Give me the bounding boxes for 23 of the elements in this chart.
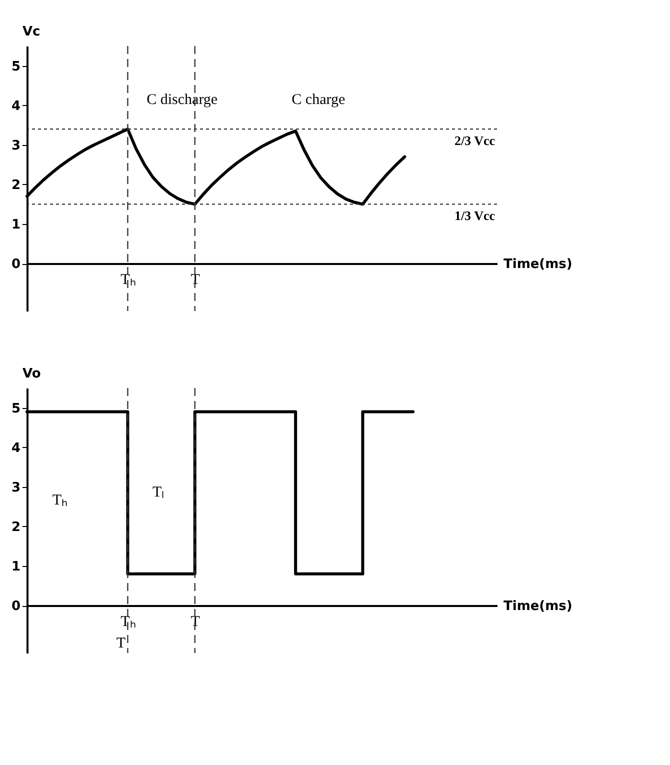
ref-line-label: 1/3 Vcc [454, 208, 496, 224]
x-axis-title: Time(ms) [504, 599, 572, 614]
annotation: C discharge [146, 92, 218, 108]
y-tick-label: 3 [11, 480, 20, 496]
y-tick-label: 0 [11, 599, 20, 614]
y-tick-label: 0 [11, 257, 20, 272]
y-axis-title: Vc [22, 24, 40, 40]
annotation: C charge [292, 92, 346, 108]
annotation: Tₗ [152, 484, 165, 500]
ref-line-label: 2/3 Vcc [454, 133, 496, 148]
annotation: Tₕ [52, 492, 68, 508]
y-tick-label: 5 [11, 401, 20, 416]
y-tick-label: 1 [11, 559, 20, 574]
y-tick-label: 3 [11, 138, 20, 154]
annotation: T [116, 635, 126, 652]
y-tick-label: 1 [11, 217, 20, 232]
y-tick-label: 4 [11, 98, 20, 114]
y-tick-label: 2 [11, 178, 20, 193]
y-axis-title: Vo [22, 366, 41, 382]
y-tick-label: 5 [11, 59, 20, 74]
y-tick-label: 4 [11, 440, 20, 456]
x-axis-title: Time(ms) [504, 257, 572, 272]
y-tick-label: 2 [11, 520, 20, 535]
